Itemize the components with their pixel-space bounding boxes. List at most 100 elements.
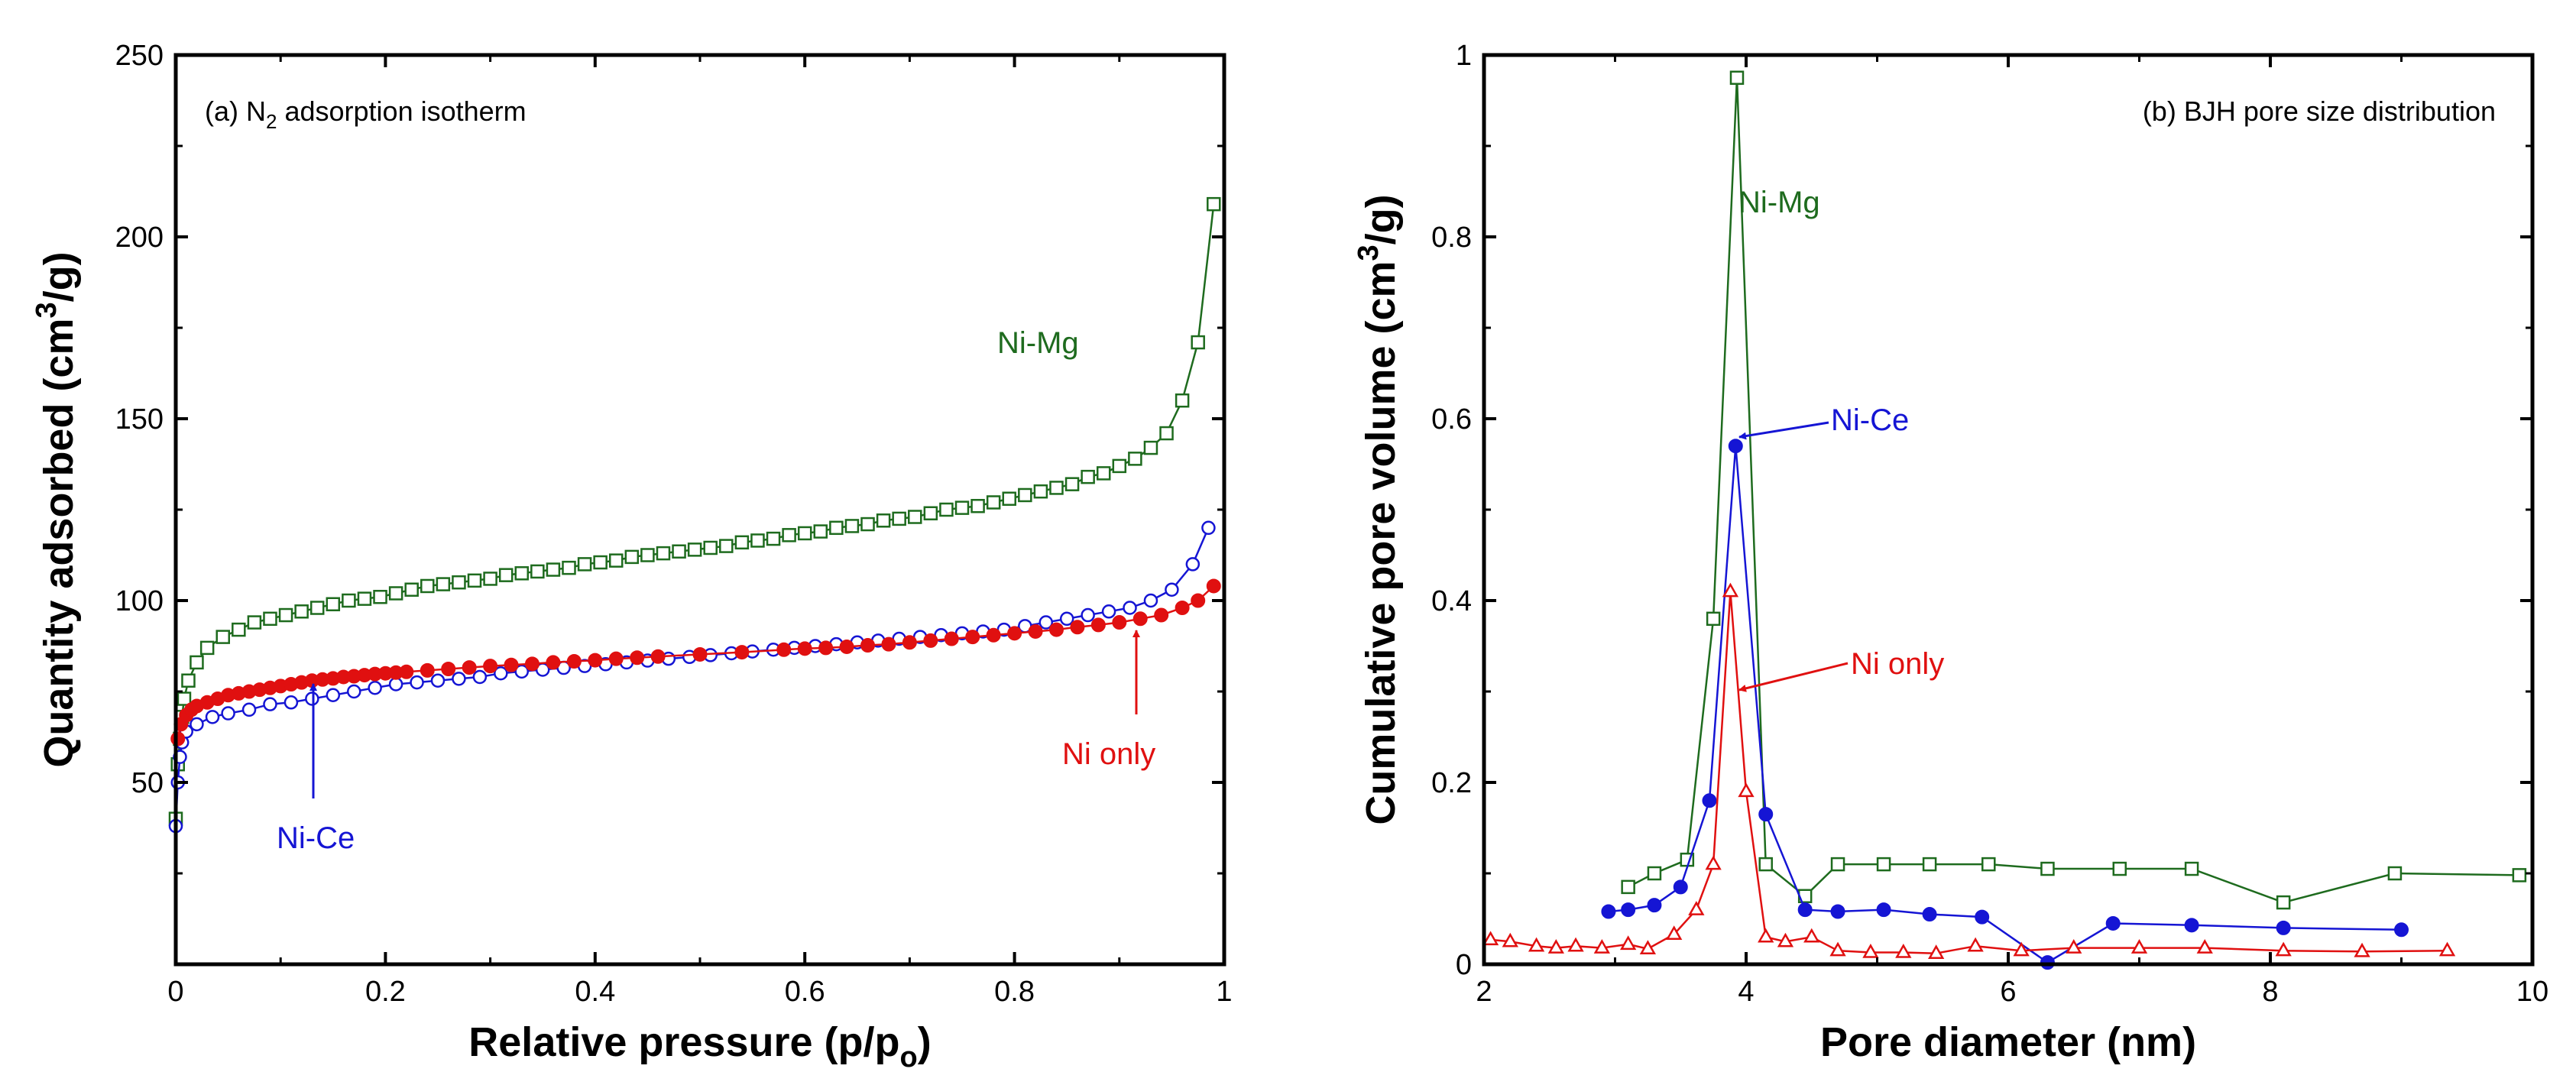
panel-a-x-tick-label: 0.8 bbox=[994, 976, 1035, 1008]
panel-a-point-ni-mg bbox=[404, 582, 419, 597]
panel-a-point-ni-mg bbox=[247, 615, 262, 630]
panel-b-x-tick-label: 2 bbox=[1476, 976, 1492, 1008]
panel-a-point-ni-mg bbox=[797, 526, 812, 541]
panel-a-point-ni-mg bbox=[357, 591, 372, 606]
panel-a-point-ni-mg bbox=[467, 573, 482, 588]
panel-a-point-ni-ce bbox=[410, 675, 424, 690]
panel-b-point-ni-only bbox=[1528, 937, 1545, 952]
panel-b-y-tick-label: 0.6 bbox=[1431, 403, 1472, 436]
panel-b-arrow-ni-only bbox=[1738, 662, 1849, 692]
panel-a-point-ni-only bbox=[965, 630, 980, 645]
panel-a-point-ni-mg bbox=[829, 520, 844, 536]
panel-a-point-ni-ce bbox=[430, 673, 446, 688]
panel-b-point-ni-only bbox=[1829, 941, 1846, 957]
panel-a-point-ni-mg bbox=[436, 577, 451, 591]
panel-b-point-ni-only bbox=[2196, 939, 2213, 954]
panel-a-point-ni-only bbox=[524, 656, 540, 672]
panel-b-point-ni-ce bbox=[1758, 807, 1774, 822]
panel-a-point-ni-ce bbox=[205, 710, 220, 724]
panel-b-point-ni-only bbox=[1862, 943, 1879, 958]
panel-b-point-ni-ce bbox=[2276, 920, 2291, 935]
panel-a-point-ni-ce bbox=[305, 691, 319, 706]
panel-a-point-ni-mg bbox=[1175, 393, 1190, 408]
panel-b-point-ni-only bbox=[2438, 941, 2456, 957]
panel-a-point-ni-mg bbox=[719, 539, 734, 553]
panel-b-point-ni-mg bbox=[1729, 70, 1745, 85]
panel-a-point-ni-ce bbox=[1201, 520, 1216, 536]
panel-a-point-ni-mg bbox=[687, 542, 702, 557]
panel-a-y-tick-label: 200 bbox=[115, 222, 164, 254]
panel-b-point-ni-only bbox=[1928, 944, 1945, 959]
panel-b-point-ni-ce bbox=[1601, 904, 1616, 919]
panel-a-point-ni-mg bbox=[672, 544, 686, 559]
panel-a-point-ni-only bbox=[776, 642, 792, 657]
panel-a-x-axis-title: Relative pressure (p/po) bbox=[468, 1019, 931, 1074]
panel-a-point-ni-mg bbox=[1081, 469, 1095, 484]
panel-b-y-tick-label: 0.4 bbox=[1431, 585, 1472, 617]
panel-a-point-ni-mg bbox=[420, 578, 435, 594]
panel-a-point-ni-only bbox=[923, 633, 938, 648]
panel-b-point-ni-only bbox=[2013, 941, 2030, 957]
panel-a-point-ni-only bbox=[1175, 601, 1190, 616]
panel-b-point-ni-mg bbox=[1981, 857, 1996, 872]
panel-b-point-ni-mg bbox=[2112, 861, 2127, 876]
panel-a-point-ni-ce bbox=[1165, 582, 1179, 597]
panel-a-point-ni-mg bbox=[577, 557, 592, 572]
panel-a-point-ni-ce bbox=[221, 706, 235, 721]
panel-a-point-ni-mg bbox=[782, 528, 796, 542]
panel-a-y-tick-label: 50 bbox=[131, 767, 164, 799]
panel-a-y-tick-label: 150 bbox=[115, 403, 164, 436]
panel-a-point-ni-mg bbox=[1064, 477, 1080, 491]
panel-b-point-ni-mg bbox=[1647, 866, 1662, 881]
panel-a-point-ni-only bbox=[1090, 617, 1106, 633]
panel-a-point-ni-ce bbox=[284, 695, 299, 710]
panel-a-point-ni-mg bbox=[703, 540, 718, 555]
panel-a-label-ni-only: Ni only bbox=[1062, 737, 1155, 771]
panel-a-point-ni-ce bbox=[494, 666, 508, 681]
panel-b-point-ni-only bbox=[1620, 935, 1637, 951]
panel-b-series-line-ni-only bbox=[1490, 591, 2448, 954]
panel-b-point-ni-only bbox=[1688, 901, 1705, 915]
panel-a-point-ni-only bbox=[630, 650, 645, 666]
panel-b-x-tick-label: 4 bbox=[1738, 976, 1754, 1008]
panel-b-point-ni-mg bbox=[1706, 611, 1721, 627]
panel-a-series-layer bbox=[168, 196, 1221, 834]
panel-a-point-ni-mg bbox=[1002, 491, 1016, 506]
panel-b-series-line-ni-ce bbox=[1608, 445, 2402, 964]
panel-b-point-ni-mg bbox=[2512, 868, 2527, 883]
panel-a-label-ni-mg: Ni-Mg bbox=[997, 326, 1079, 360]
panel-b-label-ni-only: Ni only bbox=[1851, 647, 1944, 681]
panel-a-y-axis-title: Quantity adsorbed (cm3/g) bbox=[31, 251, 82, 767]
panel-a-point-ni-only bbox=[1112, 615, 1127, 630]
panel-a-point-ni-mg bbox=[326, 597, 341, 612]
panel-a-point-ni-ce bbox=[1185, 557, 1201, 572]
panel-b-point-ni-only bbox=[2130, 939, 2148, 954]
panel-b-point-ni-only bbox=[1722, 582, 1739, 598]
panel-a-point-ni-mg bbox=[452, 575, 466, 590]
panel-b-point-ni-only bbox=[1777, 932, 1794, 947]
panel-b-point-ni-mg bbox=[2040, 861, 2055, 876]
panel-a-point-ni-only bbox=[399, 664, 414, 679]
panel-b-ticks: 2 4 6 8 10 0 0.2 0.4 0.6 0.8 1 bbox=[1431, 40, 2548, 1008]
panel-a-point-ni-only bbox=[839, 639, 854, 654]
panel-b-point-ni-ce bbox=[2105, 915, 2121, 931]
panel-b-point-ni-only bbox=[1482, 931, 1499, 946]
panel-a-point-ni-only bbox=[692, 646, 708, 662]
panel-a-point-ni-only bbox=[1206, 578, 1221, 594]
panel-a-point-ni-mg bbox=[844, 519, 860, 533]
panel-b-point-ni-ce bbox=[1702, 793, 1717, 808]
panel-a-point-ni-only bbox=[504, 657, 519, 672]
panel-a-point-ni-only bbox=[902, 635, 917, 650]
panel-a-point-ni-only bbox=[483, 659, 498, 674]
panel-b-point-ni-only bbox=[1738, 782, 1755, 798]
panel-a-point-ni-mg bbox=[1049, 481, 1064, 495]
panel-b-point-ni-only bbox=[1803, 928, 1820, 943]
panel-b-title: (b) BJH pore size distribution bbox=[2143, 96, 2496, 127]
panel-a-point-ni-mg bbox=[1112, 458, 1127, 474]
panel-b-point-ni-only bbox=[1705, 855, 1722, 870]
panel-b-point-ni-only bbox=[1639, 940, 1657, 955]
panel-b-point-ni-only bbox=[1502, 932, 1518, 947]
panel-a-point-ni-ce bbox=[1143, 593, 1158, 608]
